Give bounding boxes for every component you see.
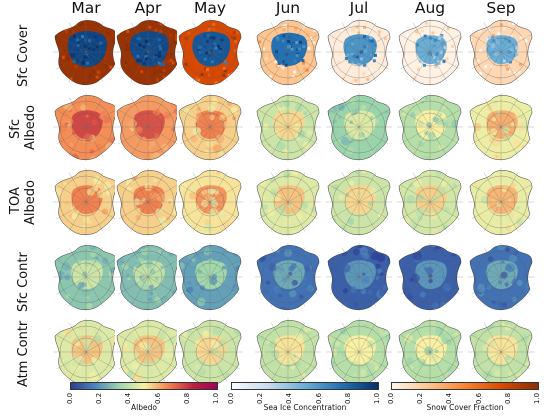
map-svg-atm_contr-apr — [115, 316, 181, 389]
row-label-toa_albedo-line2: Albedo — [23, 180, 38, 226]
column-title-may: May — [193, 0, 227, 17]
map-svg-sfc_contr-sep — [468, 241, 534, 314]
column-title-apr: Apr — [134, 0, 162, 17]
row-label-toa_albedo-line1: TOA — [8, 187, 23, 214]
colorbar-0 — [70, 382, 218, 390]
colorbar-1 — [231, 382, 379, 390]
map-panel-toa_albedo-sep — [468, 166, 534, 239]
map-svg-sfc_contr-aug — [397, 241, 463, 314]
row-label-sfc_albedo-line1: Sfc — [8, 118, 23, 139]
row-label-atm_contr: Atm Contr — [16, 320, 31, 387]
map-panel-atm_contr-jul — [326, 316, 392, 389]
map-svg-toa_albedo-jul — [326, 166, 392, 239]
map-svg-sfc_cover-sep — [468, 16, 534, 89]
map-panel-toa_albedo-jul — [326, 166, 392, 239]
map-panel-sfc_albedo-mar — [53, 91, 119, 164]
row-label-sfc_cover: Sfc Cover — [16, 24, 31, 87]
map-panel-toa_albedo-mar — [53, 166, 119, 239]
map-svg-atm_contr-jun — [255, 316, 321, 389]
map-panel-atm_contr-sep — [468, 316, 534, 389]
row-label-sfc_albedo-line2: Albedo — [23, 105, 38, 151]
map-panel-sfc_albedo-apr — [115, 91, 181, 164]
map-svg-sfc_albedo-mar — [53, 91, 119, 164]
map-svg-toa_albedo-mar — [53, 166, 119, 239]
colorbar-2 — [391, 382, 539, 390]
map-svg-atm_contr-jul — [326, 316, 392, 389]
map-panel-atm_contr-mar — [53, 316, 119, 389]
map-svg-sfc_contr-jun — [255, 241, 321, 314]
map-panel-sfc_contr-aug — [397, 241, 463, 314]
map-panel-atm_contr-jun — [255, 316, 321, 389]
map-svg-toa_albedo-sep — [468, 166, 534, 239]
map-panel-sfc_albedo-may — [177, 91, 243, 164]
map-panel-sfc_contr-apr — [115, 241, 181, 314]
map-panel-sfc_contr-sep — [468, 241, 534, 314]
map-panel-sfc_cover-jul — [326, 16, 392, 89]
map-panel-atm_contr-may — [177, 316, 243, 389]
column-title-aug: Aug — [414, 0, 446, 17]
map-svg-sfc_contr-may — [177, 241, 243, 314]
map-panel-toa_albedo-jun — [255, 166, 321, 239]
map-svg-toa_albedo-jun — [255, 166, 321, 239]
column-title-jul: Jul — [349, 0, 369, 17]
map-panel-toa_albedo-may — [177, 166, 243, 239]
colorbar-0-label: Albedo — [131, 403, 157, 412]
colorbar-1-label: Sea Ice Concentration — [263, 403, 347, 412]
map-panel-toa_albedo-apr — [115, 166, 181, 239]
map-svg-sfc_albedo-sep — [468, 91, 534, 164]
map-svg-toa_albedo-may — [177, 166, 243, 239]
map-svg-sfc_albedo-jul — [326, 91, 392, 164]
map-svg-sfc_cover-apr — [115, 16, 181, 89]
map-svg-sfc_contr-mar — [53, 241, 119, 314]
map-panel-toa_albedo-aug — [397, 166, 463, 239]
map-panel-sfc_contr-jun — [255, 241, 321, 314]
map-panel-sfc_cover-jun — [255, 16, 321, 89]
map-svg-toa_albedo-apr — [115, 166, 181, 239]
map-svg-atm_contr-sep — [468, 316, 534, 389]
map-svg-sfc_contr-jul — [326, 241, 392, 314]
map-svg-sfc_contr-apr — [115, 241, 181, 314]
map-panel-sfc_cover-may — [177, 16, 243, 89]
map-panel-sfc_albedo-sep — [468, 91, 534, 164]
map-panel-atm_contr-apr — [115, 316, 181, 389]
column-title-sep: Sep — [486, 0, 516, 17]
row-label-sfc_contr: Sfc Contr — [16, 251, 31, 312]
map-svg-sfc_cover-jul — [326, 16, 392, 89]
map-svg-sfc_albedo-aug — [397, 91, 463, 164]
column-title-jun: Jun — [275, 0, 301, 17]
map-svg-sfc_albedo-apr — [115, 91, 181, 164]
map-panel-sfc_albedo-aug — [397, 91, 463, 164]
map-panel-sfc_cover-apr — [115, 16, 181, 89]
map-panel-sfc_cover-aug — [397, 16, 463, 89]
map-svg-sfc_cover-may — [177, 16, 243, 89]
map-svg-atm_contr-mar — [53, 316, 119, 389]
map-panel-atm_contr-aug — [397, 316, 463, 389]
map-panel-sfc_cover-sep — [468, 16, 534, 89]
map-panel-sfc_contr-jul — [326, 241, 392, 314]
map-svg-sfc_cover-aug — [397, 16, 463, 89]
colorbar-2-label: Snow Cover Fraction — [426, 403, 504, 412]
map-panel-sfc_albedo-jul — [326, 91, 392, 164]
map-panel-sfc_albedo-jun — [255, 91, 321, 164]
map-svg-sfc_albedo-jun — [255, 91, 321, 164]
map-svg-sfc_cover-mar — [53, 16, 119, 89]
map-svg-atm_contr-aug — [397, 316, 463, 389]
map-svg-toa_albedo-aug — [397, 166, 463, 239]
column-title-mar: Mar — [71, 0, 101, 17]
map-panel-sfc_contr-may — [177, 241, 243, 314]
map-svg-sfc_cover-jun — [255, 16, 321, 89]
map-svg-sfc_albedo-may — [177, 91, 243, 164]
map-panel-sfc_cover-mar — [53, 16, 119, 89]
map-panel-sfc_contr-mar — [53, 241, 119, 314]
map-svg-atm_contr-may — [177, 316, 243, 389]
